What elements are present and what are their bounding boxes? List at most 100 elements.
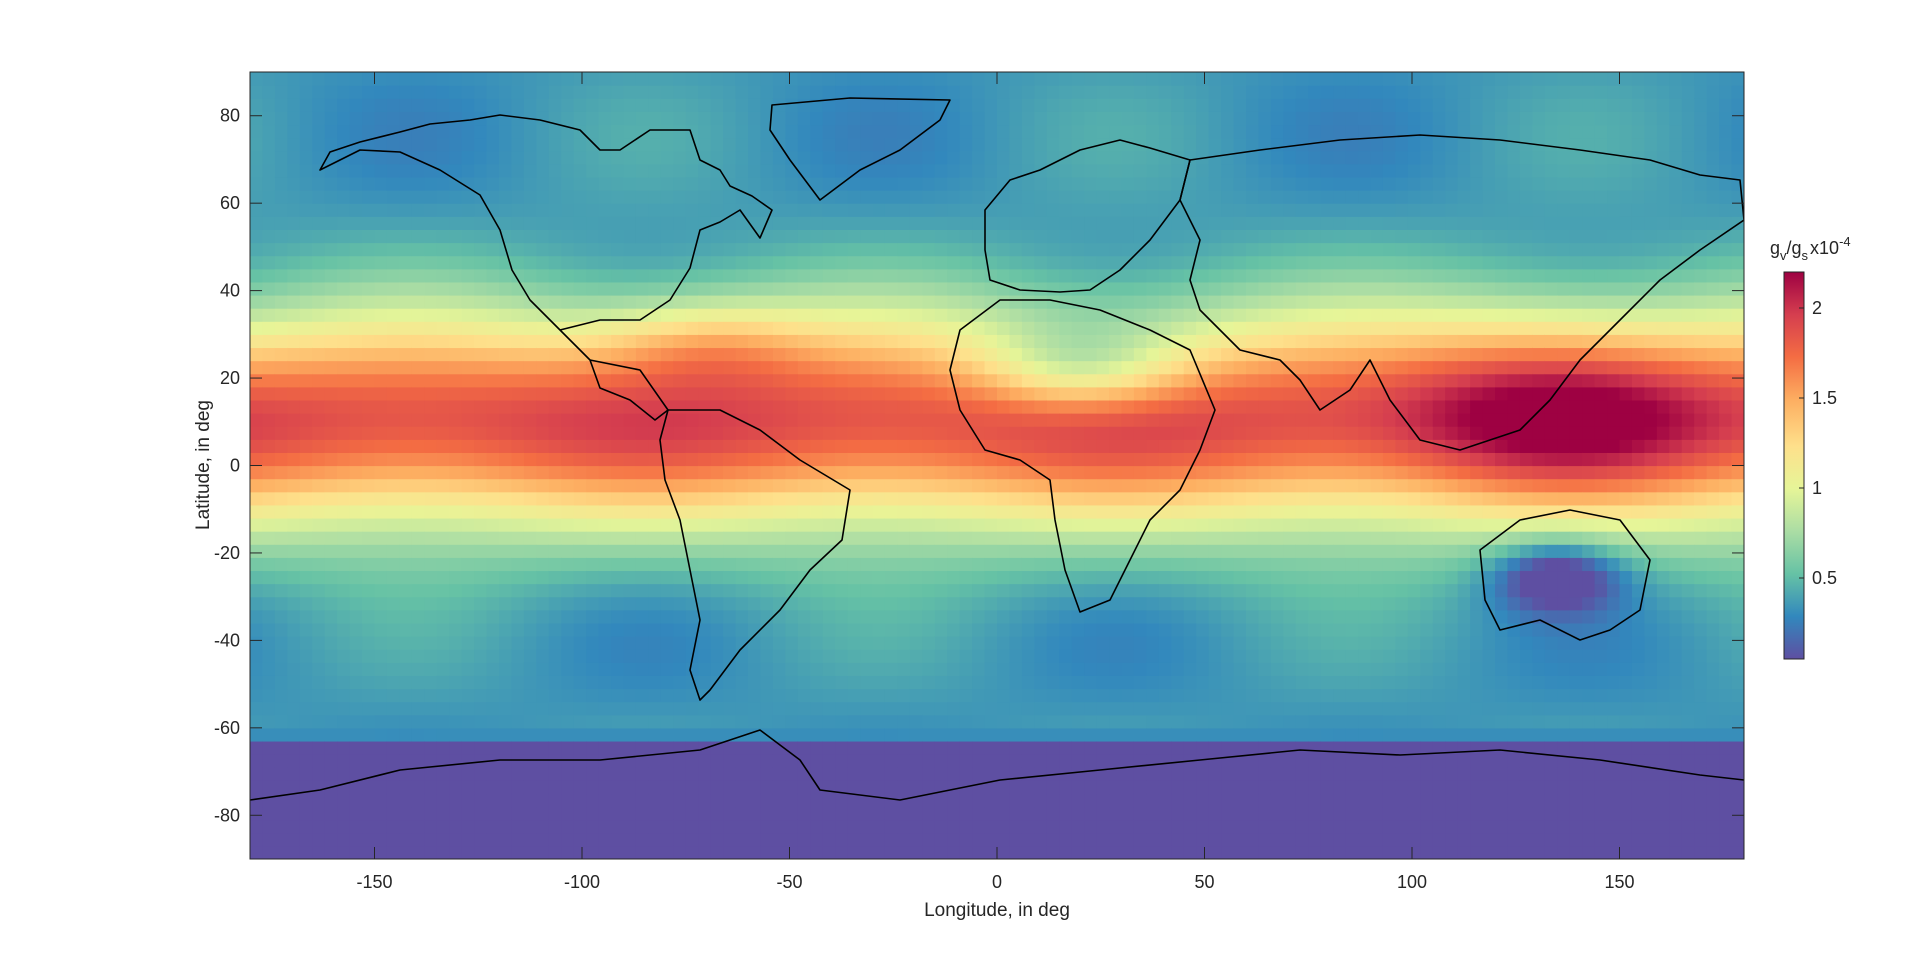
heat-cell — [287, 334, 301, 349]
heat-cell — [1046, 636, 1060, 650]
heat-cell — [723, 740, 737, 755]
heat-cell — [1071, 111, 1085, 126]
heat-cell — [312, 701, 326, 716]
heat-cell — [424, 176, 438, 191]
heat-cell — [1059, 255, 1073, 270]
heat-cell — [1109, 649, 1123, 663]
heat-cell — [1046, 216, 1060, 230]
heat-cell — [1059, 124, 1073, 139]
heat-cell — [1021, 242, 1035, 257]
heat-cell — [884, 531, 898, 545]
heat-cell — [822, 373, 836, 388]
heat-cell — [1133, 72, 1147, 86]
heat-cell — [797, 596, 811, 611]
heat-cell — [374, 85, 388, 99]
heat-cell — [685, 347, 699, 362]
heat-cell — [1059, 517, 1073, 532]
heat-cell — [1171, 360, 1185, 375]
heat-cell — [1183, 806, 1197, 821]
heat-cell — [598, 386, 612, 401]
heat-cell — [897, 111, 911, 126]
heat-cell — [872, 675, 886, 690]
heat-cell — [760, 360, 774, 375]
heat-cell — [984, 413, 998, 427]
heat-cell — [511, 242, 525, 257]
heat-cell — [1034, 845, 1048, 859]
heat-cell — [835, 203, 849, 217]
heat-cell — [1071, 609, 1085, 624]
heat-cell — [1034, 754, 1048, 768]
heat-cell — [274, 294, 288, 309]
heat-cell — [760, 701, 774, 716]
heat-cell — [860, 347, 874, 362]
heat-cell — [1059, 281, 1073, 296]
heat-cell — [1046, 334, 1060, 349]
heat-cell — [797, 491, 811, 506]
heat-cell — [399, 150, 413, 165]
heat-cell — [623, 780, 637, 795]
heat-cell — [785, 334, 799, 349]
heat-cell — [972, 137, 986, 152]
heat-cell — [1133, 780, 1147, 795]
heat-cell — [1196, 701, 1210, 716]
heat-cell — [685, 216, 699, 230]
heat-cell — [835, 714, 849, 729]
heat-cell — [735, 714, 749, 729]
heat-cell — [337, 517, 351, 532]
heat-cell — [1034, 596, 1048, 611]
heat-cell — [884, 137, 898, 152]
heat-cell — [822, 85, 836, 99]
heat-cell — [1208, 347, 1222, 362]
heat-cell — [685, 439, 699, 453]
heat-cell — [287, 216, 301, 230]
heat-cell — [884, 281, 898, 296]
heat-cell — [511, 675, 525, 690]
heat-cell — [984, 203, 998, 217]
heat-cell — [810, 124, 824, 139]
heat-cell — [760, 754, 774, 768]
heat-cell — [523, 308, 537, 322]
heat-cell — [1146, 675, 1160, 690]
heat-cell — [698, 321, 712, 335]
heat-cell — [598, 714, 612, 729]
heat-cell — [598, 701, 612, 716]
heat-cell — [374, 439, 388, 453]
heat-cell — [909, 163, 923, 178]
heat-cell — [835, 426, 849, 440]
heat-cell — [1183, 845, 1197, 859]
heat-cell — [1084, 727, 1098, 742]
heat-cell — [299, 242, 313, 257]
heat-cell — [984, 347, 998, 362]
heat-cell — [1233, 649, 1247, 663]
heat-cell — [909, 373, 923, 388]
heat-cell — [598, 793, 612, 808]
heat-cell — [324, 242, 338, 257]
heat-cell — [611, 373, 625, 388]
heat-cell — [934, 557, 948, 572]
heat-cell — [1034, 176, 1048, 191]
heat-cell — [461, 465, 475, 480]
heat-cell — [274, 845, 288, 859]
heat-cell — [972, 636, 986, 650]
heat-cell — [523, 294, 537, 309]
heat-cell — [449, 636, 463, 650]
heat-cell — [997, 491, 1011, 506]
heat-cell — [474, 832, 488, 847]
heat-cell — [1183, 478, 1197, 493]
heat-cell — [860, 767, 874, 781]
heat-cell — [1121, 150, 1135, 165]
heat-cell — [1183, 85, 1197, 99]
heat-cell — [374, 137, 388, 152]
heat-cell — [287, 203, 301, 217]
heat-cell — [349, 819, 363, 834]
heat-cell — [312, 334, 326, 349]
heat-cell — [1270, 675, 1284, 690]
heat-cell — [1270, 662, 1284, 676]
heat-cell — [511, 72, 525, 86]
heat-cell — [586, 478, 600, 493]
heat-cell — [1096, 832, 1110, 847]
heat-cell — [735, 413, 749, 427]
heat-cell — [586, 163, 600, 178]
heat-cell — [847, 780, 861, 795]
heat-cell — [1246, 399, 1260, 414]
